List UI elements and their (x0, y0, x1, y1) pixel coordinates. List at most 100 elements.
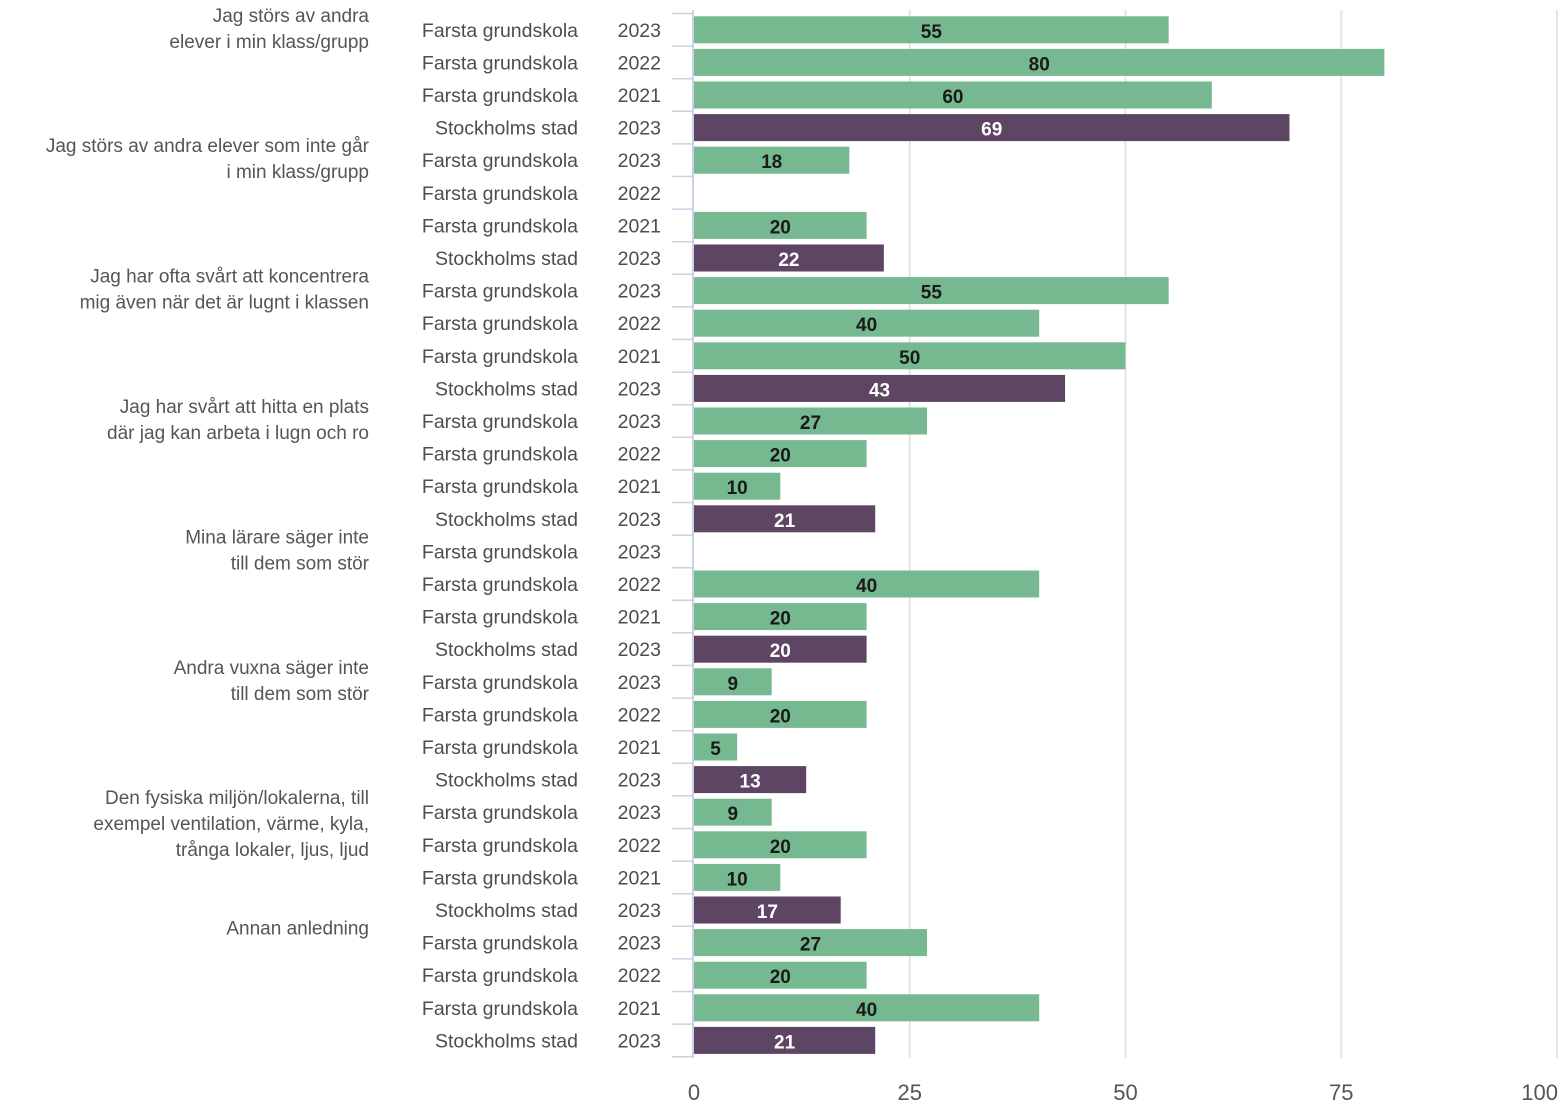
category-label-line: Mina lärare säger inte (185, 527, 369, 548)
category-label-line: elever i min klass/grupp (169, 32, 369, 53)
row-year-label: 2023 (618, 802, 661, 824)
category-label: Den fysiska miljön/lokalerna, till exempe… (93, 788, 369, 861)
row-school-label: Farsta grundskola (422, 835, 578, 857)
row-year-label: 2021 (618, 737, 661, 759)
bar (694, 668, 772, 696)
row-school-label: Farsta grundskola (422, 52, 578, 74)
bar (694, 309, 1040, 337)
row-year-label: 2021 (618, 867, 661, 889)
bar (694, 342, 1126, 370)
data-label: 43 (869, 380, 890, 401)
category-label-line: i min klass/grupp (226, 162, 369, 183)
data-label: 21 (774, 511, 796, 532)
row-school-label: Farsta grundskola (422, 672, 578, 694)
data-label: 5 (710, 739, 721, 760)
row-school-label: Farsta grundskola (422, 737, 578, 759)
row-school-label: Farsta grundskola (422, 998, 578, 1020)
data-label: 22 (778, 250, 799, 271)
bar (694, 505, 876, 533)
row-school-label: Farsta grundskola (422, 346, 578, 368)
bar (694, 961, 867, 989)
row-year-label: 2021 (618, 607, 661, 629)
bar (694, 831, 867, 859)
data-label: 69 (981, 120, 1002, 141)
row-school-label: Stockholms stad (435, 639, 578, 661)
category-label: Annan anledning (226, 919, 369, 940)
bar (694, 146, 850, 174)
bar (694, 635, 867, 663)
row-school-label: Stockholms stad (435, 118, 578, 140)
data-label: 13 (740, 772, 761, 793)
gridlines (908, 10, 1558, 1058)
bar (694, 440, 867, 468)
category-label-line: trånga lokaler, ljus, ljud (176, 840, 369, 861)
x-axis-tick-labels: 0 25 50 75 100 (688, 1080, 1558, 1101)
category-label-line: Jag störs av andra (213, 6, 370, 27)
bar (694, 1026, 876, 1054)
data-label: 21 (774, 1032, 796, 1053)
row-year-label: 2022 (618, 835, 661, 857)
data-label: 18 (761, 152, 782, 173)
row-year-label: 2022 (618, 313, 661, 335)
row-year-label: 2023 (618, 378, 661, 400)
row-school-label: Farsta grundskola (422, 704, 578, 726)
row-school-label: Farsta grundskola (422, 150, 578, 172)
row-school-label: Farsta grundskola (422, 802, 578, 824)
row-school-label: Farsta grundskola (422, 313, 578, 335)
row-school-label: Farsta grundskola (422, 965, 578, 987)
data-label: 27 (800, 935, 821, 956)
category-label-line: till dem som stör (231, 684, 370, 705)
bar (694, 407, 928, 435)
data-label: 10 (727, 478, 748, 499)
row-year-label: 2021 (618, 476, 661, 498)
bar (694, 374, 1066, 402)
row-year-label: 2021 (618, 85, 661, 107)
bar (694, 244, 884, 272)
category-label-line: Andra vuxna säger inte (174, 658, 369, 679)
bar (694, 733, 738, 761)
y-axis (672, 10, 694, 1058)
row-year-label: 2023 (618, 541, 661, 563)
x-tick-label: 25 (898, 1080, 922, 1101)
data-label: 55 (921, 283, 943, 304)
row-year-label: 2022 (618, 183, 661, 205)
row-year-label: 2023 (618, 672, 661, 694)
bar (694, 570, 1040, 598)
data-label: 9 (728, 674, 739, 695)
data-label: 40 (856, 576, 877, 597)
data-label: 60 (942, 87, 963, 108)
row-year-label: 2023 (618, 639, 661, 661)
bar (694, 16, 1169, 44)
data-label: 55 (921, 22, 943, 43)
category-label-line: Jag har svårt att hitta en plats (120, 397, 369, 418)
bar (694, 277, 1169, 305)
data-label: 20 (770, 967, 791, 988)
row-school-label: Farsta grundskola (422, 20, 578, 42)
row-school-label: Stockholms stad (435, 378, 578, 400)
x-tick-label: 50 (1113, 1080, 1137, 1101)
category-label-line: Den fysiska miljön/lokalerna, till (105, 788, 369, 809)
row-school-label: Stockholms stad (435, 770, 578, 792)
category-label-line: Annan anledning (226, 919, 369, 940)
category-label: Jag störs av andra elever i min klass/gru… (169, 6, 369, 53)
bar (694, 863, 781, 891)
category-label: Andra vuxna säger inte till dem som stör (174, 658, 370, 705)
row-school-label: Stockholms stad (435, 509, 578, 531)
data-label: 20 (770, 609, 791, 630)
bar (694, 48, 1385, 76)
row-year-label: 2021 (618, 215, 661, 237)
bar (694, 896, 841, 924)
row-year-label: 2023 (618, 770, 661, 792)
bar (694, 700, 867, 728)
category-label-line: där jag kan arbeta i lugn och ro (107, 423, 369, 444)
data-label: 27 (800, 413, 821, 434)
data-label: 17 (757, 902, 778, 923)
bar (694, 81, 1212, 109)
row-year-label: 2022 (618, 574, 661, 596)
data-label: 20 (770, 837, 791, 858)
row-year-label: 2023 (618, 150, 661, 172)
row-school-label: Farsta grundskola (422, 85, 578, 107)
data-label: 10 (727, 869, 748, 890)
row-school-label: Farsta grundskola (422, 281, 578, 303)
